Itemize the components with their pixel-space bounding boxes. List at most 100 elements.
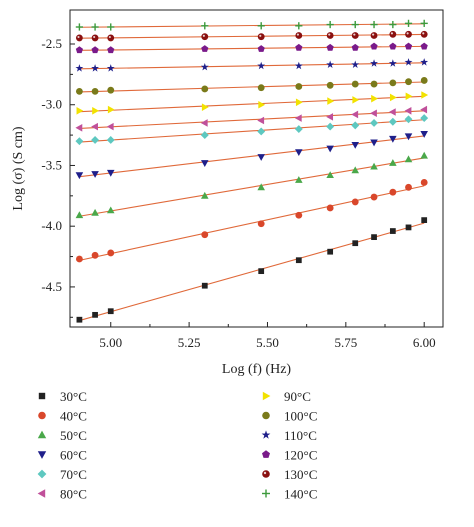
data-point [404,107,412,115]
data-point [201,22,209,30]
data-point [326,20,334,29]
data-point [91,171,99,178]
legend-marker [38,392,46,400]
data-point [295,83,303,90]
data-point [106,136,115,144]
data-point [420,151,428,159]
data-point [106,169,115,177]
y-tick-label: -4.5 [41,279,62,294]
data-point [327,97,335,105]
data-point [257,127,266,136]
data-point [201,231,209,239]
data-point [200,62,209,71]
data-point [201,45,209,52]
data-point [201,33,209,41]
data-point [91,23,99,31]
legend-label: 30°C [60,389,87,404]
fit-line [79,81,425,93]
data-point [91,87,99,95]
data-point [326,145,334,153]
data-point [352,96,360,104]
data-point [351,166,360,174]
data-point [107,46,115,54]
data-point [91,46,99,54]
data-point [257,45,265,52]
legend-label: 140°C [284,487,317,502]
data-point [405,224,412,231]
data-point [420,179,428,186]
data-point [404,42,413,50]
data-point [257,220,265,228]
data-point [295,43,303,51]
data-point [91,34,99,42]
legend-label: 130°C [284,467,317,482]
data-point [326,43,334,51]
data-point [351,60,360,68]
data-point [91,136,100,144]
data-point [404,58,413,66]
legend-label: 80°C [60,487,87,502]
data-point [201,85,209,93]
x-tick-label: 5.00 [99,335,122,350]
data-point [75,211,84,219]
data-point [388,59,397,67]
legend-marker [262,450,270,458]
data-point [404,133,413,141]
data-point [371,94,378,103]
fit-line [79,222,425,322]
data-point [370,109,377,118]
data-point [295,98,303,107]
data-point [370,118,378,127]
data-point [257,116,265,125]
data-point [420,42,428,50]
legend-label: 100°C [284,409,317,424]
legend-label: 40°C [60,409,87,424]
data-point [389,159,397,166]
data-point [75,172,84,180]
y-tick-label: -4.0 [41,218,62,233]
x-tick-label: 6.00 [413,335,436,350]
data-point [258,268,265,275]
x-tick-label: 5.25 [178,335,201,350]
data-point [92,107,100,115]
data-point [389,20,397,29]
data-point [370,139,378,147]
data-point [370,32,378,39]
data-point [75,23,84,31]
fit-line [79,33,425,39]
data-point [75,64,84,72]
legend-label: 120°C [284,448,317,463]
data-point [106,64,115,72]
legend-marker [38,411,46,420]
data-point [420,30,428,38]
data-point [389,93,397,102]
data-point [388,117,397,126]
data-point [404,155,413,163]
data-point [326,204,334,212]
data-point [326,113,334,121]
fit-line [79,45,425,51]
legend-marker [261,430,271,439]
data-point [370,42,378,50]
legend-marker [262,391,271,401]
data-point [370,80,378,88]
data-point [389,228,396,234]
data-point [405,78,412,86]
data-point [294,114,302,122]
x-axis-title: Log (f) (Hz) [222,362,292,377]
data-point [257,61,266,70]
fit-line [79,135,425,178]
data-point [295,176,303,183]
data-point [201,103,209,111]
fit-line [79,157,425,217]
data-point [107,308,114,315]
data-point [389,42,397,50]
legend-label: 50°C [60,428,87,443]
legend-marker [37,489,46,498]
x-tick-label: 5.50 [256,335,279,350]
data-point [92,311,98,318]
y-tick-label: -2.5 [41,36,62,51]
data-point [257,154,265,161]
data-point [201,191,209,199]
legend-marker [262,470,270,478]
